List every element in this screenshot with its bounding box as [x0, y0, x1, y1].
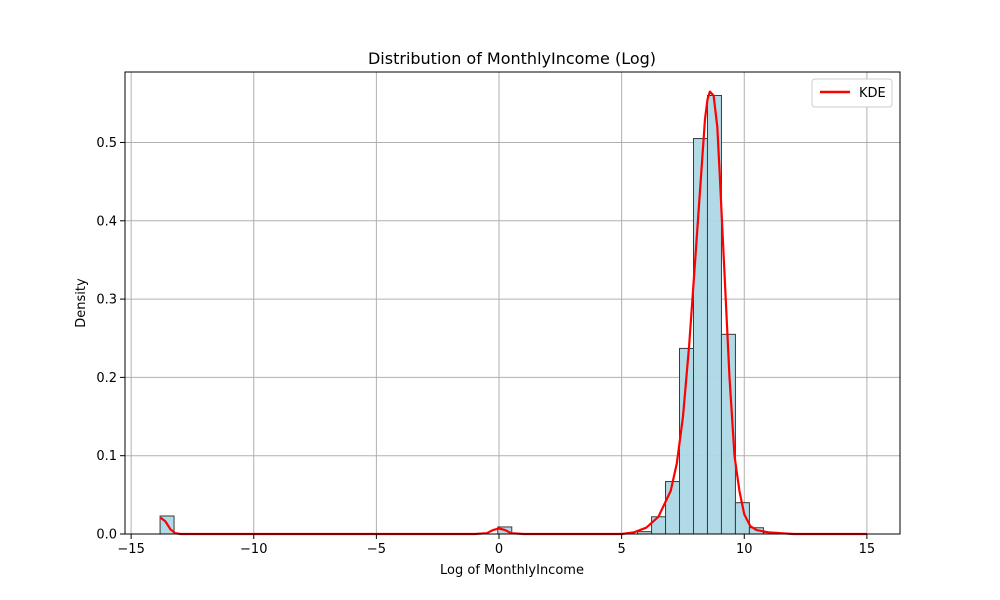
x-tick-label: 15	[859, 542, 876, 557]
y-axis-label: Density	[74, 278, 89, 328]
histogram-bar	[651, 516, 667, 535]
grid	[125, 72, 900, 535]
x-tick-label: 0	[495, 542, 503, 557]
kde-curve	[159, 90, 867, 536]
y-tick-label: 0.1	[96, 449, 117, 464]
histogram-bars	[159, 94, 778, 535]
histogram-bar	[665, 481, 681, 535]
legend-box	[811, 78, 893, 108]
legend-kde-label: KDE	[859, 86, 886, 101]
y-tick-label: 0.0	[96, 528, 117, 543]
x-tick-label: −10	[240, 542, 267, 557]
y-tick-label: 0.4	[96, 214, 117, 229]
kde-curve-group	[159, 90, 867, 536]
legend: KDE	[811, 78, 893, 108]
y-tick-label: 0.5	[96, 136, 117, 151]
x-tick-label: 10	[736, 542, 753, 557]
y-ticks: 0.0 0.1 0.2 0.3 0.4 0.5	[96, 136, 125, 543]
y-tick-label: 0.3	[96, 293, 117, 308]
chart-title: Distribution of MonthlyIncome (Log)	[368, 49, 656, 68]
x-tick-label: −15	[117, 542, 144, 557]
plot-frame	[124, 71, 901, 535]
x-tick-label: −5	[367, 542, 386, 557]
x-axis-label: Log of MonthlyIncome	[440, 563, 584, 578]
x-tick-label: 5	[617, 542, 625, 557]
y-tick-label: 0.2	[96, 371, 117, 386]
x-ticks: −15 −10 −5 0 5 10 15	[117, 534, 875, 557]
